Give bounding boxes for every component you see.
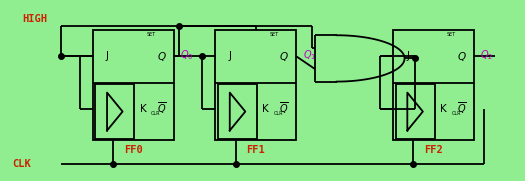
- Text: SET: SET: [269, 32, 278, 37]
- Text: J: J: [228, 51, 232, 61]
- Bar: [96, 85, 134, 139]
- Bar: [393, 30, 474, 140]
- Text: $Q$: $Q$: [279, 50, 289, 63]
- Text: J: J: [406, 51, 409, 61]
- Text: K: K: [140, 104, 146, 114]
- Bar: [396, 85, 435, 139]
- Text: $Q_2$: $Q_2$: [480, 49, 493, 62]
- Text: SET: SET: [447, 32, 456, 37]
- Text: CLR: CLR: [452, 111, 461, 116]
- Text: K: K: [440, 104, 447, 114]
- Text: $Q$: $Q$: [156, 50, 166, 63]
- Text: K: K: [262, 104, 269, 114]
- Text: $\overline{Q}$: $\overline{Q}$: [457, 100, 467, 116]
- Text: J: J: [106, 51, 109, 61]
- Text: $\overline{Q}$: $\overline{Q}$: [157, 100, 166, 116]
- Text: CLR: CLR: [274, 111, 284, 116]
- Text: CLK: CLK: [12, 159, 30, 169]
- Text: SET: SET: [146, 32, 156, 37]
- Bar: [93, 30, 174, 140]
- Text: CLR: CLR: [151, 111, 161, 116]
- Text: $\overline{Q}$: $\overline{Q}$: [279, 100, 289, 116]
- Text: FF2: FF2: [424, 145, 443, 155]
- Text: $Q_0$: $Q_0$: [180, 49, 194, 62]
- Text: $Q_1$: $Q_1$: [303, 49, 316, 62]
- Text: $Q$: $Q$: [457, 50, 467, 63]
- Text: FF0: FF0: [124, 145, 143, 155]
- Text: FF1: FF1: [247, 145, 265, 155]
- Text: HIGH: HIGH: [22, 14, 47, 24]
- Bar: [218, 85, 257, 139]
- Bar: [215, 30, 297, 140]
